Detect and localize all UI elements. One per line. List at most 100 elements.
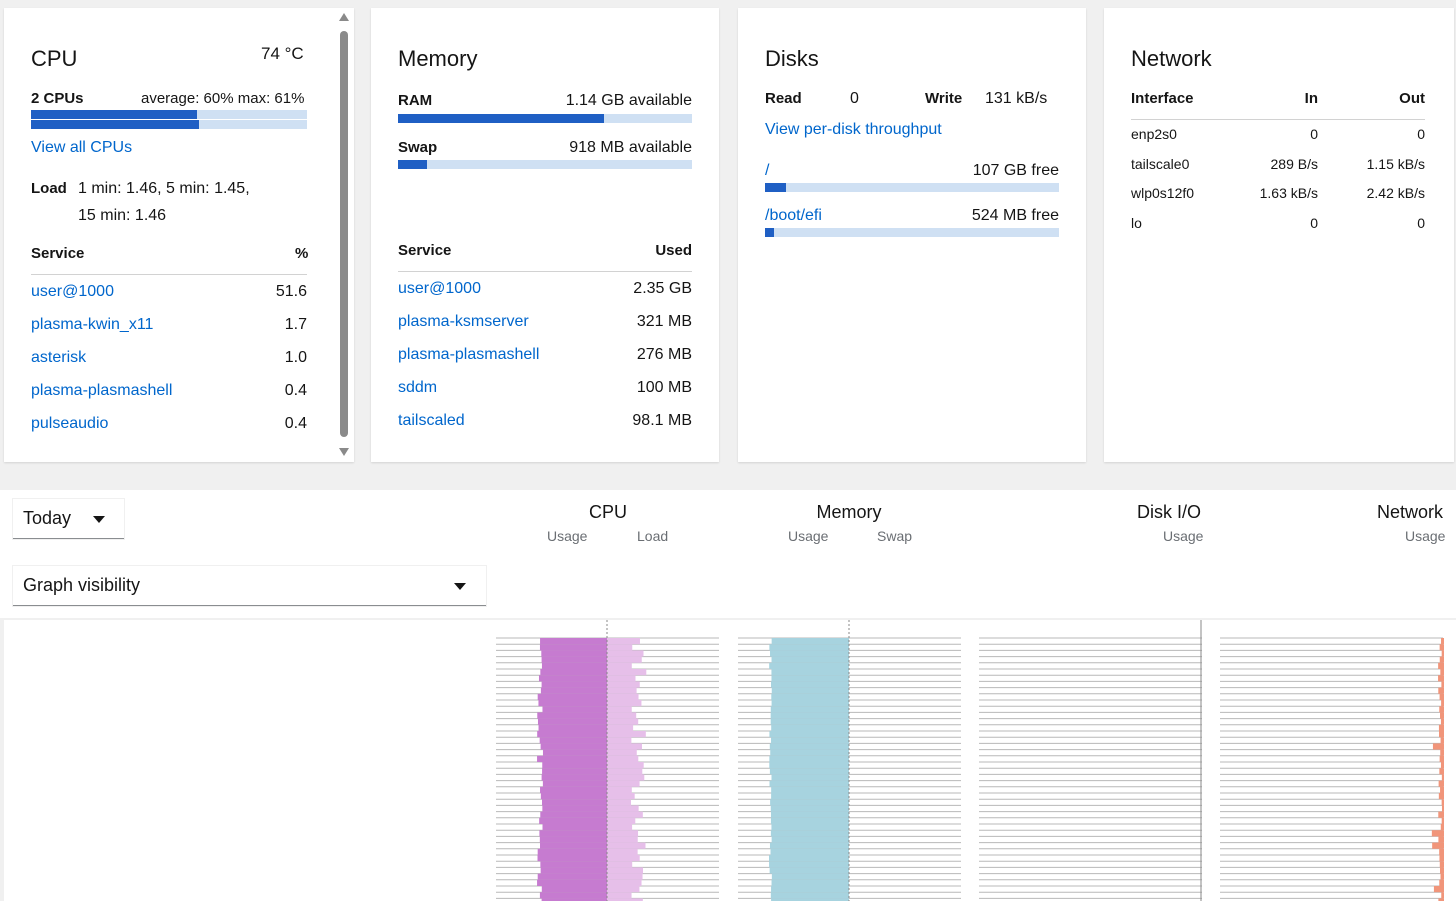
memory-usage-bar [771,693,849,700]
memory-usage-bar [769,743,849,750]
graph-sub-memory-swap: Swap [877,528,913,544]
graph-sub-network-usage: Usage [1405,528,1446,544]
memory-usage-bar [771,669,849,676]
scroll-up-arrow-icon[interactable] [339,13,349,21]
cpu-usage-bar [537,693,607,700]
memory-usage-bar [771,873,849,880]
memory-service-used: 321 MB [636,313,692,330]
ram-bar [398,114,692,123]
ram-available: 1.14 GB available [565,92,692,109]
cpu-load-bar [607,737,632,744]
cpu-usage-bar [540,669,607,676]
memory-service-link[interactable]: tailscaled [398,412,465,429]
scrollbar-thumb[interactable] [340,31,348,437]
view-all-cpus-link[interactable]: View all CPUs [31,139,133,156]
cpu-load-bar [607,656,642,663]
disk-write-value: 131 kB/s [985,90,1048,107]
network-usage-bar [1441,799,1444,806]
cpu-load-bar [607,799,632,806]
network-usage-bar [1439,879,1444,886]
network-usage-bar [1439,848,1444,855]
cpu-service-link[interactable]: pulseaudio [31,415,109,432]
memory-service-link[interactable]: plasma-plasmashell [398,346,540,363]
network-usage-bar [1440,712,1444,719]
cpu-usage-bar [540,687,607,694]
network-usage-bar [1440,786,1444,793]
swap-available: 918 MB available [569,139,692,156]
cpu-service-link[interactable]: plasma-plasmashell [31,382,173,399]
cpu-load-bar [607,731,646,738]
memory-usage-bar [770,830,849,837]
network-usage-bar [1439,755,1444,762]
net-interface-name: lo [1131,214,1142,231]
cpu-load-label: Load [31,180,67,197]
memory-usage-bar [771,898,849,901]
net-interface-name: enp2s0 [1131,126,1177,142]
graph-header-cpu: CPU [588,502,627,522]
memory-card: Memory RAM 1.14 GB available Swap 918 MB… [371,8,719,462]
cpu-service-link[interactable]: plasma-kwin_x11 [31,316,154,333]
cpu-load-bar [607,774,645,781]
disks-card: Disks Read 0 Write 131 kB/s View per-dis… [738,8,1086,462]
memory-service-link[interactable]: sddm [398,379,438,396]
memory-usage-bar [769,867,849,874]
network-usage-bar [1441,681,1444,688]
net-out-header: Out [1399,90,1425,107]
memory-title: Memory [398,46,478,71]
disk-mount-free: 107 GB free [972,162,1059,179]
memory-usage-bar [771,836,849,843]
disk-mount-link[interactable]: / [765,162,770,179]
network-usage-bar [1438,662,1444,669]
cpu-usage-bar [542,805,607,812]
graph-visibility-select[interactable]: Graph visibility [13,566,486,606]
memory-usage-bar [770,712,849,719]
memory-usage-bar [769,780,849,787]
cpu-load-bar [607,817,636,824]
cpu-percent-header: % [295,245,309,262]
memory-usage-bar [769,762,849,769]
memory-table-rule [398,271,692,272]
network-usage-bar [1441,650,1444,657]
ram-bar-fill [398,114,604,123]
memory-service-link[interactable]: user@1000 [398,280,481,297]
cpu-usage-bar [541,774,607,781]
cpu-usage-bar [541,656,607,663]
cpu-load-bar [607,749,637,756]
cpu-card-scrollbar[interactable] [338,8,350,462]
cpu-usage-bar [542,799,607,806]
net-out-value: 1.15 kB/s [1366,155,1425,172]
memory-usage-bar [771,656,849,663]
scroll-down-arrow-icon[interactable] [339,448,349,456]
disk-mount-link[interactable]: /boot/efi [765,207,822,224]
cpu-load-bar [607,805,639,812]
cpu-load-bar [607,669,647,676]
cpu-load-line1: 1 min: 1.46, 5 min: 1.45, [78,180,250,197]
memory-usage-bar [769,855,849,862]
memory-usage-bar [771,886,849,893]
memory-usage-bar [770,650,849,657]
cpu-usage-bar [539,817,607,824]
per-disk-throughput-link[interactable]: View per-disk throughput [765,121,942,138]
memory-usage-bar [771,786,849,793]
memory-service-link[interactable]: plasma-ksmserver [398,313,529,330]
disk-write-label: Write [925,90,963,107]
cpu-usage-bar [540,842,607,849]
cpu-service-link[interactable]: user@1000 [31,283,114,300]
memory-usage-bar [771,774,849,781]
cpu-count: 2 CPUs [31,90,84,107]
graph-sub-cpu-load: Load [637,528,669,544]
cpu-usage-bar [541,681,607,688]
cpu-service-link[interactable]: asterisk [31,349,87,366]
disk-mount-free: 524 MB free [971,207,1059,224]
net-interface-name: tailscale0 [1131,155,1190,172]
cpu-usage-bar [542,749,607,756]
cpu-usage-bar [542,824,607,831]
cpu-load-bar [607,638,640,645]
network-usage-bar [1439,693,1444,700]
cpu-usage-bar [539,830,607,837]
time-range-select[interactable]: Today [13,499,124,539]
network-usage-bar [1441,774,1444,781]
graph-header-network: Network [1376,502,1443,522]
cpu-usage-bar [540,638,607,645]
network-usage-bar [1438,780,1444,787]
